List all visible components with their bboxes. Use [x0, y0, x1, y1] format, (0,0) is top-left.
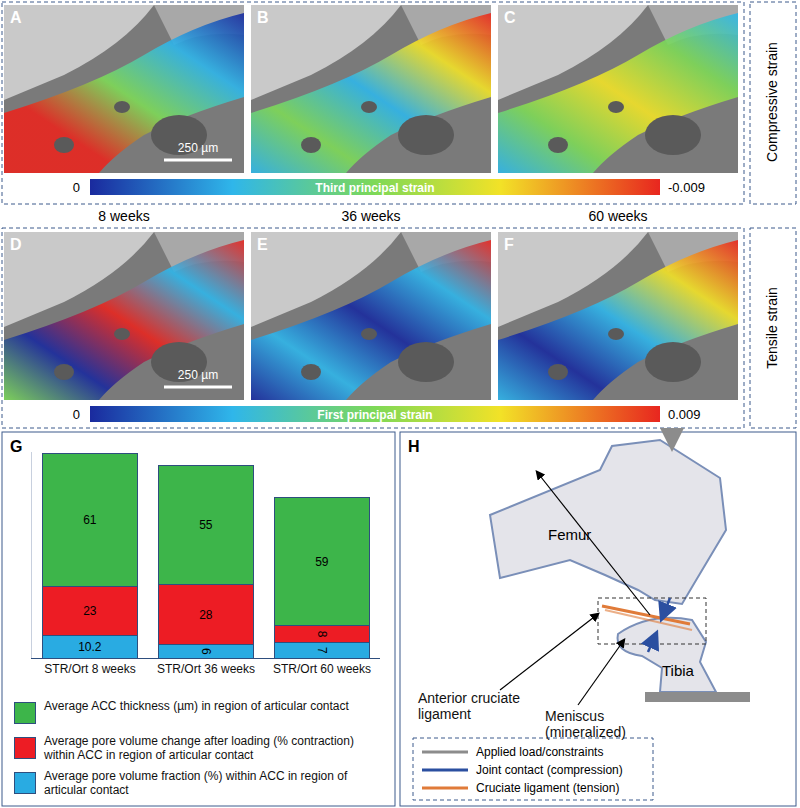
svg-text:D: D: [10, 236, 22, 253]
svg-text:Tibia: Tibia: [662, 662, 695, 679]
svg-text:23: 23: [83, 604, 97, 618]
svg-text:59: 59: [315, 555, 329, 569]
svg-text:-0.009: -0.009: [668, 180, 705, 195]
svg-text:60 weeks: 60 weeks: [588, 208, 647, 224]
svg-text:0.009: 0.009: [668, 407, 701, 422]
svg-text:Third principal strain: Third principal strain: [315, 181, 434, 195]
svg-text:G: G: [10, 438, 22, 455]
svg-text:8 weeks: 8 weeks: [98, 208, 149, 224]
svg-text:C: C: [504, 9, 516, 26]
svg-text:250 µm: 250 µm: [178, 141, 218, 155]
svg-text:10.2: 10.2: [78, 640, 102, 654]
svg-text:Compressive strain: Compressive strain: [764, 42, 780, 162]
svg-text:E: E: [257, 236, 268, 253]
svg-text:B: B: [257, 9, 269, 26]
svg-text:A: A: [10, 9, 22, 26]
svg-text:8: 8: [315, 631, 329, 638]
html-text:Average pore volume change aft: Average pore volume change after loading…: [44, 734, 354, 762]
html-text:Meniscus (mineralized): Meniscus (mineralized): [545, 708, 626, 741]
svg-text:7: 7: [315, 647, 329, 654]
svg-text:Femur: Femur: [548, 526, 591, 543]
svg-text:250 µm: 250 µm: [178, 368, 218, 382]
svg-text:28: 28: [199, 608, 213, 622]
svg-text:61: 61: [83, 513, 97, 527]
svg-text:STR/Ort 8 weeks: STR/Ort 8 weeks: [44, 662, 135, 676]
svg-text:Cruciate ligament (tension): Cruciate ligament (tension): [476, 781, 619, 795]
svg-text:55: 55: [199, 518, 213, 532]
html-text:Average pore volume fraction (: Average pore volume fraction (%) within …: [44, 769, 348, 797]
svg-text:36 weeks: 36 weeks: [341, 208, 400, 224]
svg-text:STR/Ort 60 weeks: STR/Ort 60 weeks: [273, 662, 371, 676]
svg-text:H: H: [408, 438, 420, 455]
svg-text:Tensile strain: Tensile strain: [764, 287, 780, 369]
html-text:Anterior cruciate ligament: Anterior cruciate ligament: [418, 690, 520, 723]
svg-text:F: F: [504, 236, 514, 253]
svg-text:0: 0: [73, 180, 80, 195]
svg-text:First principal strain: First principal strain: [317, 408, 432, 422]
svg-text:Joint contact (compression): Joint contact (compression): [476, 763, 623, 777]
html-text:Average ACC thickness (µm) in: Average ACC thickness (µm) in region of …: [44, 699, 349, 713]
svg-text:0: 0: [73, 407, 80, 422]
svg-text:Applied load/constraints: Applied load/constraints: [476, 745, 603, 759]
svg-text:6: 6: [199, 648, 213, 655]
svg-text:STR/Ort 36 weeks: STR/Ort 36 weeks: [157, 662, 255, 676]
